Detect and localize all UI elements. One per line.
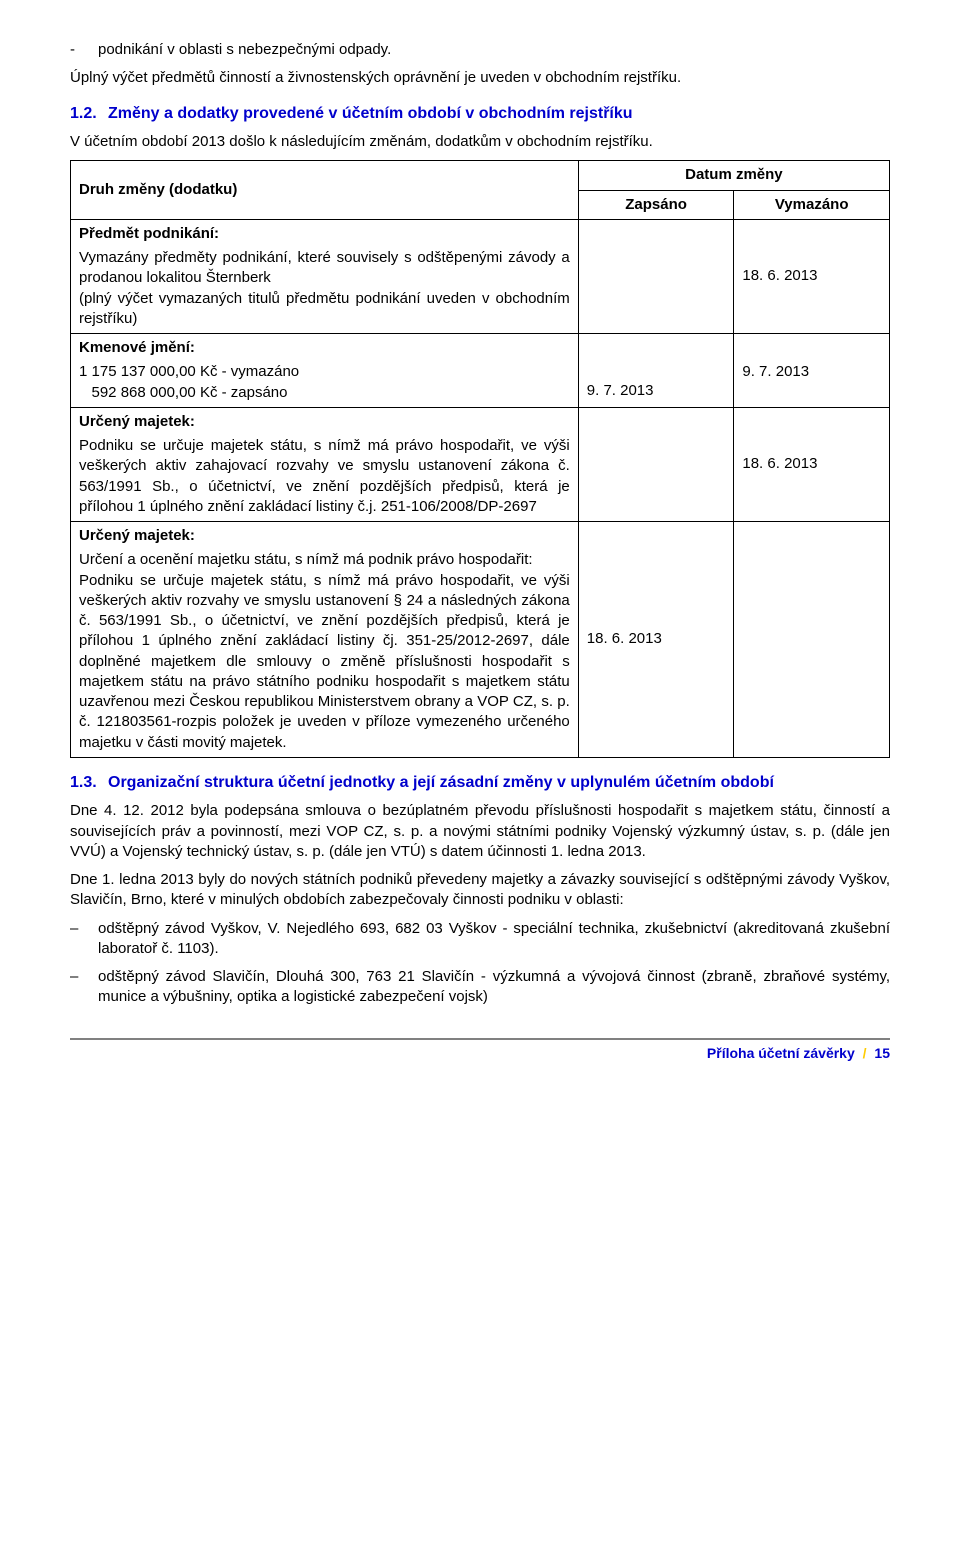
row1-vymazano: 18. 6. 2013 <box>734 219 890 333</box>
table-row: Určený majetek: Určení a ocenění majetku… <box>71 522 890 758</box>
row1-left: Předmět podnikání: Vymazány předměty pod… <box>71 219 579 333</box>
bullet-dash: – <box>70 919 98 960</box>
row4-main: Podniku se určuje majetek státu, s nímž … <box>79 571 570 753</box>
row4-title: Určený majetek: <box>79 526 570 546</box>
row2-left: Kmenové jmění: 1 175 137 000,00 Kč - vym… <box>71 334 579 408</box>
bullet-dash: – <box>70 967 98 1008</box>
top-bullet-row: - podnikání v oblasti s nebezpečnými odp… <box>70 40 890 60</box>
intro-paragraph: Úplný výčet předmětů činností a živnoste… <box>70 68 890 88</box>
row1-zapsano <box>578 219 734 333</box>
row1-body: Vymazány předměty podnikání, které souvi… <box>79 248 570 329</box>
row4-intro: Určení a ocenění majetku státu, s nímž m… <box>79 550 570 570</box>
row1-title: Předmět podnikání: <box>79 224 570 244</box>
th-vymazano: Vymazáno <box>734 190 890 219</box>
row4-left: Určený majetek: Určení a ocenění majetku… <box>71 522 579 758</box>
table-row: Kmenové jmění: 1 175 137 000,00 Kč - vym… <box>71 334 890 408</box>
row3-vymazano: 18. 6. 2013 <box>734 407 890 521</box>
page-footer: Příloha účetní závěrky / 15 <box>70 1038 890 1063</box>
row3-title: Určený majetek: <box>79 412 570 432</box>
bullet-13-2-text: odštěpný závod Slavičín, Dlouhá 300, 763… <box>98 967 890 1008</box>
bullet-dash: - <box>70 40 98 60</box>
row2-line2: 592 868 000,00 Kč - zapsáno <box>79 383 570 403</box>
bullet-13-1: – odštěpný závod Vyškov, V. Nejedlého 69… <box>70 919 890 960</box>
section-1-3-heading: 1.3. Organizační struktura účetní jednot… <box>70 772 890 794</box>
th-zapsano: Zapsáno <box>578 190 734 219</box>
section-1-2-num: 1.2. <box>70 103 108 125</box>
footer-sep: / <box>859 1045 871 1061</box>
changes-table: Druh změny (dodatku) Datum změny Zapsáno… <box>70 160 890 758</box>
table-row: Předmět podnikání: Vymazány předměty pod… <box>71 219 890 333</box>
para-13-1: Dne 4. 12. 2012 byla podepsána smlouva o… <box>70 801 890 862</box>
section-1-2-text: V účetním období 2013 došlo k následujíc… <box>70 132 890 152</box>
footer-label: Příloha účetní závěrky <box>707 1045 855 1061</box>
row2-line1: 1 175 137 000,00 Kč - vymazáno <box>79 362 570 382</box>
table-header-row-1: Druh změny (dodatku) Datum změny <box>71 161 890 190</box>
row2-title: Kmenové jmění: <box>79 338 570 358</box>
table-row: Určený majetek: Podniku se určuje majete… <box>71 407 890 521</box>
footer-page: 15 <box>874 1045 890 1061</box>
section-1-2-heading: 1.2. Změny a dodatky provedené v účetním… <box>70 103 890 125</box>
bullet-13-1-text: odštěpný závod Vyškov, V. Nejedlého 693,… <box>98 919 890 960</box>
bullet-13-2: – odštěpný závod Slavičín, Dlouhá 300, 7… <box>70 967 890 1008</box>
para-13-2: Dne 1. ledna 2013 byly do nových státníc… <box>70 870 890 911</box>
row2-zapsano: 9. 7. 2013 <box>578 334 734 408</box>
row2-vymazano: 9. 7. 2013 <box>734 334 890 408</box>
row3-zapsano <box>578 407 734 521</box>
row4-vymazano <box>734 522 890 758</box>
section-1-3-title: Organizační struktura účetní jednotky a … <box>108 772 774 794</box>
top-bullet-text: podnikání v oblasti s nebezpečnými odpad… <box>98 40 391 60</box>
section-1-2-title: Změny a dodatky provedené v účetním obdo… <box>108 103 633 125</box>
th-druh: Druh změny (dodatku) <box>71 161 579 220</box>
section-1-3-num: 1.3. <box>70 772 108 794</box>
th-datum: Datum změny <box>578 161 889 190</box>
row3-body: Podniku se určuje majetek státu, s nímž … <box>79 436 570 517</box>
row4-zapsano: 18. 6. 2013 <box>578 522 734 758</box>
row3-left: Určený majetek: Podniku se určuje majete… <box>71 407 579 521</box>
